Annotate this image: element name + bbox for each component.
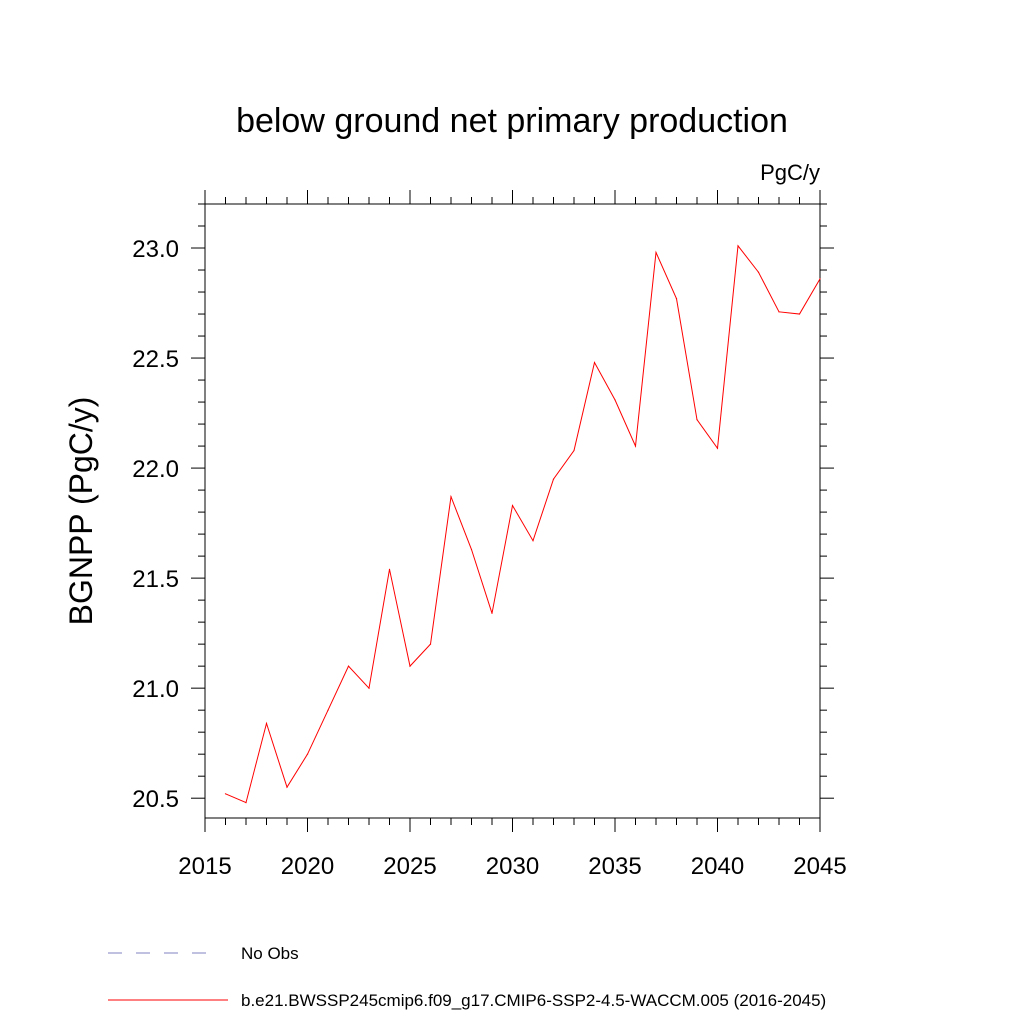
data-point [819, 278, 821, 280]
y-tick-label: 21.0 [132, 676, 179, 703]
x-tick-label: 2035 [588, 853, 641, 880]
y-tick-label: 22.5 [132, 346, 179, 373]
data-point [511, 504, 514, 507]
chart-title: below ground net primary production [236, 102, 788, 140]
y-tick-label: 21.5 [132, 566, 179, 593]
series-layer [224, 244, 821, 804]
data-point [491, 612, 493, 614]
x-tick-label: 2020 [281, 853, 334, 880]
data-point [245, 801, 247, 804]
data-point [429, 643, 432, 645]
data-point [655, 251, 657, 254]
data-point [286, 786, 288, 788]
y-tick-label: 22.0 [132, 456, 179, 483]
data-point [675, 298, 678, 300]
x-tick-label: 2030 [486, 853, 539, 880]
axis-ticks: 2015 2020 2025 2030 2035 2040 2045 20.5 21.0 21.5… [132, 190, 847, 880]
data-point [224, 793, 227, 795]
y-axis-label: BGNPP (PgC/y) [63, 397, 99, 626]
data-point [757, 271, 760, 273]
data-point [306, 753, 309, 755]
data-point [614, 399, 616, 401]
data-point [778, 311, 780, 313]
data-point [552, 478, 555, 480]
data-point [737, 245, 739, 247]
legend-label-model: b.e21.BWSSP245cmip6.f09_g17.CMIP6-SSP2-4… [241, 991, 826, 1010]
series-line [225, 244, 821, 804]
plot-frame [204, 203, 821, 819]
data-point [798, 313, 801, 315]
data-point [327, 709, 329, 711]
data-point [368, 687, 370, 689]
x-tick-label: 2025 [383, 853, 436, 880]
x-tick-label: 2045 [793, 853, 846, 880]
y-tick-label: 23.0 [132, 236, 179, 263]
units-label: PgC/y [760, 160, 820, 185]
x-tick-label: 2040 [691, 853, 744, 880]
legend-label-no-obs: No Obs [241, 944, 299, 963]
data-point [696, 419, 698, 421]
data-point [409, 665, 411, 667]
data-point [573, 449, 575, 452]
data-point [634, 445, 637, 447]
legend: No Obs b.e21.BWSSP245cmip6.f09_g17.CMIP6… [108, 944, 826, 1010]
x-tick-label: 2015 [178, 853, 231, 880]
data-point [265, 722, 268, 724]
data-point [470, 548, 473, 551]
data-point [716, 447, 719, 449]
data-point [450, 496, 452, 498]
data-point [532, 540, 534, 542]
data-point [593, 361, 596, 364]
data-point [347, 665, 350, 667]
y-tick-label: 20.5 [132, 786, 179, 813]
data-point [388, 568, 391, 570]
